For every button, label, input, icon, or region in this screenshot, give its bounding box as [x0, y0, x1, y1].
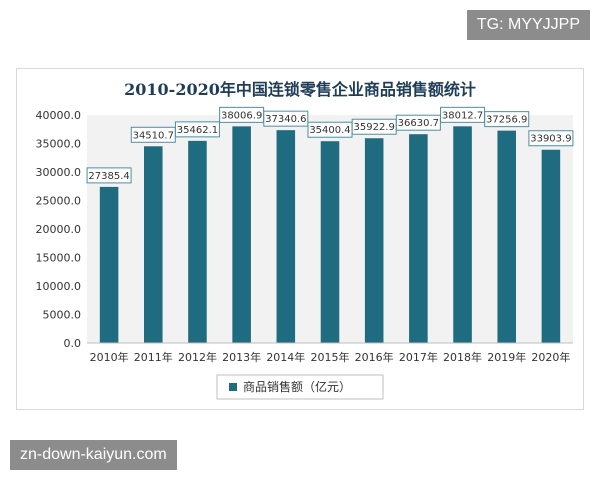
y-tick-label: 20000.0	[36, 223, 82, 236]
bar	[188, 140, 207, 343]
bar	[99, 186, 119, 343]
bar	[541, 149, 561, 343]
data-label: 33903.9	[530, 134, 571, 145]
data-label: 35922.9	[354, 122, 395, 133]
chart-card: 2010-2020年中国连锁零售企业商品销售额统计 0.0 5000.0 10000…	[16, 68, 584, 410]
x-tick-label: 2020年	[531, 350, 570, 364]
y-tick-label: 40000.0	[36, 109, 82, 122]
data-label: 37340.6	[265, 114, 306, 125]
y-tick-label: 25000.0	[36, 195, 82, 208]
y-tick-label: 30000.0	[36, 166, 82, 179]
bar-chart: 2010-2020年中国连锁零售企业商品销售额统计 0.0 5000.0 10000…	[36, 80, 574, 400]
x-tick-label: 2014年	[266, 350, 305, 364]
bar	[232, 126, 251, 343]
data-label: 38006.9	[221, 110, 262, 121]
y-tick-label: 0.0	[64, 337, 82, 350]
data-label: 35462.1	[177, 125, 218, 136]
x-tick-label: 2013年	[222, 350, 261, 364]
y-tick-label: 10000.0	[36, 280, 82, 293]
y-tick-label: 15000.0	[36, 252, 82, 265]
legend: 商品销售额（亿元）	[216, 374, 384, 400]
x-tick-label: 2012年	[178, 350, 217, 364]
x-tick-label: 2011年	[134, 350, 173, 364]
y-tick-label: 5000.0	[43, 309, 82, 322]
data-label: 35400.4	[309, 125, 350, 136]
bar	[276, 130, 296, 343]
x-tick-label: 2018年	[443, 350, 482, 364]
bar	[143, 146, 163, 343]
data-label: 36630.7	[398, 118, 439, 129]
x-tick-label: 2017年	[399, 350, 438, 364]
x-tick-label: 2010年	[90, 350, 129, 364]
data-label-box	[263, 110, 309, 127]
data-label: 37256.9	[486, 115, 527, 126]
data-label: 38012.7	[442, 110, 483, 121]
y-axis: 0.0 5000.0 10000.0 15000.0 20000.0 25000.0 300…	[36, 109, 82, 350]
x-tick-label: 2019年	[487, 350, 526, 364]
data-label-box	[86, 167, 132, 184]
x-tick-label: 2015年	[311, 350, 350, 364]
bar	[453, 126, 472, 343]
x-axis: 2010年 2011年 2012年 2013年 2014年 2015年 2016年 2017年…	[87, 342, 573, 364]
bar	[364, 138, 384, 343]
data-label-box	[174, 121, 220, 138]
data-label-box	[528, 130, 574, 147]
legend-swatch	[229, 383, 237, 391]
legend-label: 商品销售额（亿元）	[243, 379, 351, 394]
data-label: 27385.4	[88, 171, 129, 182]
chart-title: 2010-2020年中国连锁零售企业商品销售额统计	[124, 80, 476, 99]
bar	[497, 130, 517, 343]
bar	[409, 134, 428, 343]
watermark-top: TG: MYYJJPP	[466, 10, 590, 40]
bar	[320, 141, 340, 343]
legend-box	[216, 374, 384, 400]
data-label: 34510.7	[133, 130, 174, 141]
data-label-box	[484, 111, 530, 128]
x-tick-label: 2016年	[355, 350, 394, 364]
watermark-bottom: zn-down-kaiyun.com	[10, 440, 177, 470]
y-tick-label: 35000.0	[36, 138, 82, 151]
